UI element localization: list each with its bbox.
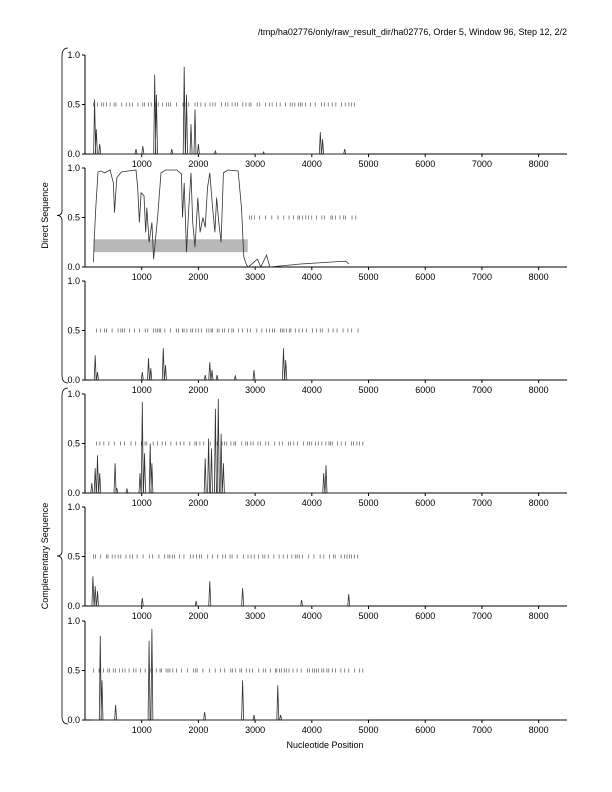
x-tick-label: 2000	[188, 385, 208, 395]
x-tick-label: 4000	[302, 725, 322, 735]
series-line	[90, 398, 369, 494]
y-tick-label: 1.0	[67, 50, 80, 60]
group-label: Complementary Sequence	[40, 503, 50, 610]
series-line	[91, 348, 369, 381]
x-tick-label: 3000	[245, 611, 265, 621]
group-label: Direct Sequence	[40, 182, 50, 249]
x-tick-label: 2000	[188, 159, 208, 169]
y-tick-label: 1.0	[67, 616, 80, 626]
series-line	[93, 169, 349, 268]
y-tick-label: 0.5	[67, 100, 80, 110]
x-tick-label: 4000	[302, 611, 322, 621]
x-tick-label: 7000	[472, 385, 492, 395]
series-line	[91, 576, 369, 607]
x-tick-label: 7000	[472, 725, 492, 735]
x-tick-label: 7000	[472, 272, 492, 282]
series-line	[91, 66, 369, 155]
panel-6: 0.0 0.5 1.0 1000 2000 3000 4000 5000 6000 7000 800…	[67, 616, 567, 735]
x-tick-label: 3000	[245, 725, 265, 735]
x-tick-label: 6000	[415, 725, 435, 735]
x-tick-label: 1000	[132, 725, 152, 735]
y-tick-label: 0.0	[67, 149, 80, 159]
y-tick-label: 0.5	[67, 439, 80, 449]
x-tick-label: 8000	[529, 159, 549, 169]
x-tick-label: 7000	[472, 159, 492, 169]
x-tick-label: 7000	[472, 611, 492, 621]
panel-1: 0.0 0.5 1.0 1000 2000 3000 4000 5000 6000 7000 800…	[67, 50, 567, 169]
y-tick-label: 0.0	[67, 488, 80, 498]
x-tick-label: 5000	[359, 611, 379, 621]
group-brackets: Direct Sequence Complementary Sequence	[40, 47, 69, 725]
x-tick-label: 1000	[132, 498, 152, 508]
x-tick-label: 3000	[245, 159, 265, 169]
x-tick-label: 8000	[529, 725, 549, 735]
x-tick-label: 4000	[302, 498, 322, 508]
x-tick-label: 2000	[188, 611, 208, 621]
x-tick-label: 4000	[302, 272, 322, 282]
y-tick-label: 0.5	[67, 666, 80, 676]
group-bracket	[56, 47, 69, 384]
x-tick-label: 2000	[188, 725, 208, 735]
x-tick-label: 7000	[472, 498, 492, 508]
x-tick-label: 5000	[359, 385, 379, 395]
x-tick-label: 5000	[359, 159, 379, 169]
y-tick-label: 0.5	[67, 552, 80, 562]
x-tick-label: 6000	[415, 611, 435, 621]
x-tick-label: 1000	[132, 385, 152, 395]
x-tick-label: 3000	[245, 272, 265, 282]
x-tick-label: 3000	[245, 498, 265, 508]
y-tick-label: 1.0	[67, 502, 80, 512]
y-tick-label: 0.0	[67, 715, 80, 725]
group-bracket	[56, 387, 69, 725]
x-tick-label: 5000	[359, 725, 379, 735]
x-tick-label: 4000	[302, 385, 322, 395]
x-tick-label: 6000	[415, 159, 435, 169]
x-tick-label: 2000	[188, 272, 208, 282]
highlight-band	[93, 239, 248, 253]
x-tick-label: 8000	[529, 272, 549, 282]
y-tick-label: 1.0	[67, 163, 80, 173]
x-tick-label: 6000	[415, 272, 435, 282]
x-tick-label: 1000	[132, 159, 152, 169]
x-axis-label: Nucleotide Position	[286, 740, 363, 750]
x-tick-label: 6000	[415, 385, 435, 395]
x-tick-label: 6000	[415, 498, 435, 508]
x-tick-label: 1000	[132, 611, 152, 621]
x-tick-label: 4000	[302, 159, 322, 169]
x-tick-label: 5000	[359, 498, 379, 508]
panel-3: 0.0 0.5 1.0 1000 2000 3000 4000 5000 6000 7000 800…	[67, 276, 567, 395]
y-tick-label: 0.0	[67, 375, 80, 385]
y-tick-label: 0.0	[67, 262, 80, 272]
panel-2: 0.0 0.5 1.0 1000 2000 3000 4000 5000 6000 7000 800…	[67, 163, 567, 282]
x-tick-label: 1000	[132, 272, 152, 282]
figure-header: /tmp/ha02776/only/raw_result_dir/ha02776…	[258, 27, 567, 37]
x-tick-label: 8000	[529, 611, 549, 621]
x-tick-label: 8000	[529, 385, 549, 395]
y-tick-label: 1.0	[67, 389, 80, 399]
x-tick-label: 2000	[188, 498, 208, 508]
panel-4: 0.0 0.5 1.0 1000 2000 3000 4000 5000 6000 7000 800…	[67, 389, 567, 508]
x-tick-label: 5000	[359, 272, 379, 282]
panels: 0.0 0.5 1.0 1000 2000 3000 4000 5000 6000 7000 800…	[67, 50, 567, 735]
y-tick-label: 0.0	[67, 601, 80, 611]
panel-5: 0.0 0.5 1.0 1000 2000 3000 4000 5000 6000 7000 800…	[67, 502, 567, 621]
series-line	[91, 628, 369, 721]
y-tick-label: 0.5	[67, 326, 80, 336]
y-tick-label: 1.0	[67, 276, 80, 286]
y-tick-label: 0.5	[67, 213, 80, 223]
x-tick-label: 8000	[529, 498, 549, 508]
x-tick-label: 3000	[245, 385, 265, 395]
